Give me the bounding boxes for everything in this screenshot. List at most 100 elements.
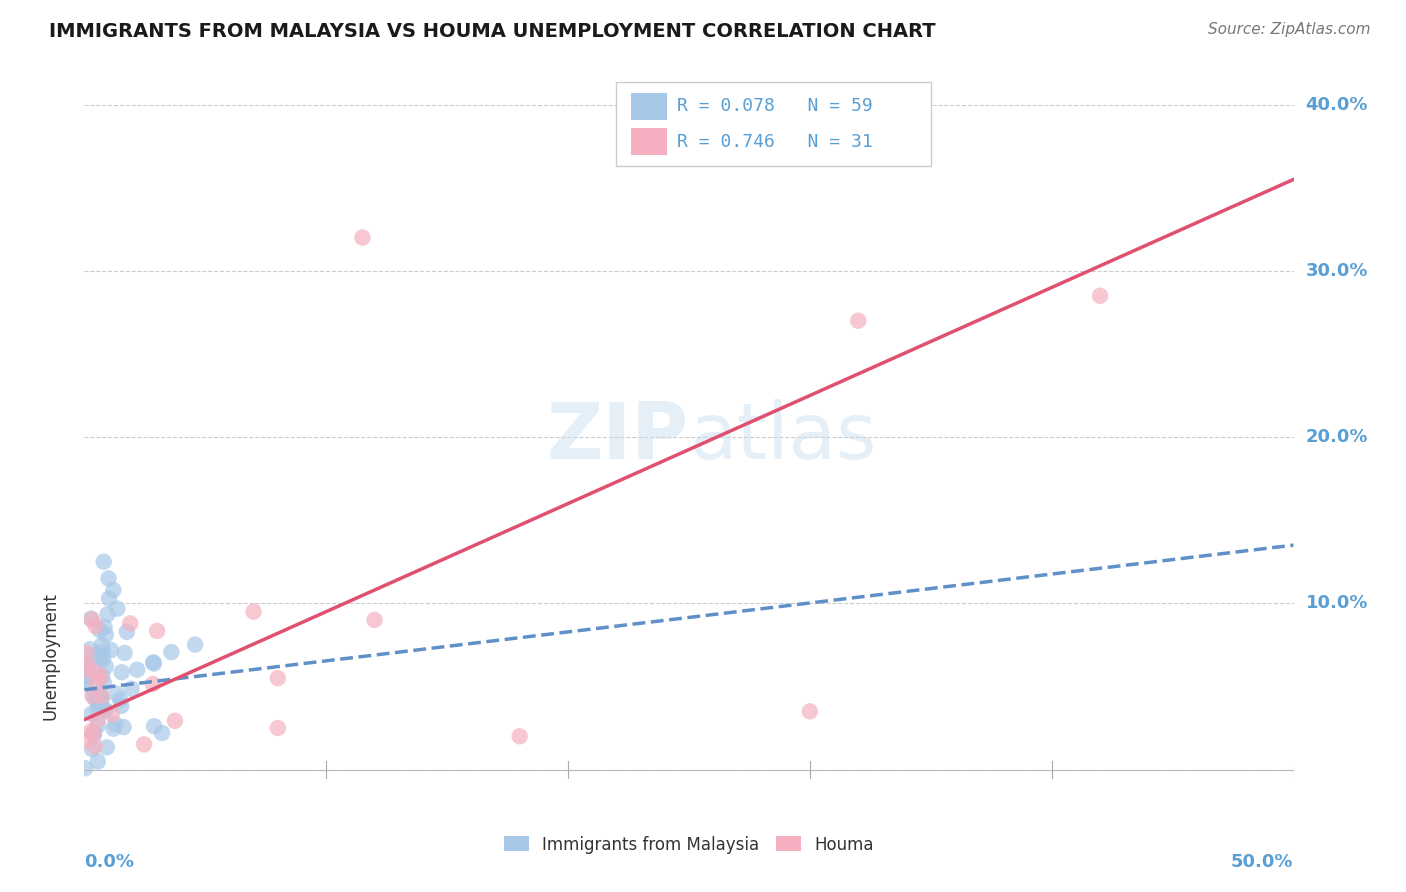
- Text: IMMIGRANTS FROM MALAYSIA VS HOUMA UNEMPLOYMENT CORRELATION CHART: IMMIGRANTS FROM MALAYSIA VS HOUMA UNEMPL…: [49, 22, 936, 41]
- Point: [79, 642, 101, 657]
- Point: [160, 645, 183, 659]
- Text: ZIP: ZIP: [547, 399, 689, 475]
- Point: [97, 571, 120, 585]
- Point: [799, 705, 821, 719]
- Point: [100, 643, 122, 657]
- Point: [84, 692, 107, 706]
- Point: [75, 663, 97, 677]
- FancyBboxPatch shape: [616, 82, 931, 167]
- Point: [87, 718, 110, 732]
- Point: [104, 717, 127, 731]
- Bar: [631, 128, 668, 155]
- Point: [100, 706, 122, 721]
- Point: [184, 638, 207, 652]
- Point: [87, 755, 110, 769]
- Point: [80, 611, 103, 625]
- Point: [76, 670, 98, 684]
- Point: [82, 726, 104, 740]
- Point: [80, 613, 103, 627]
- Point: [89, 651, 111, 665]
- Text: 40.0%: 40.0%: [1306, 95, 1368, 113]
- Point: [115, 624, 138, 639]
- Point: [83, 739, 105, 753]
- Point: [1088, 289, 1111, 303]
- Point: [110, 698, 132, 713]
- Point: [93, 676, 115, 690]
- Point: [89, 685, 111, 699]
- Point: [90, 689, 112, 703]
- Point: [91, 645, 114, 659]
- Point: [363, 613, 385, 627]
- Text: Source: ZipAtlas.com: Source: ZipAtlas.com: [1208, 22, 1371, 37]
- Text: 30.0%: 30.0%: [1306, 262, 1368, 280]
- Text: 50.0%: 50.0%: [1232, 853, 1294, 871]
- Point: [90, 692, 112, 706]
- Point: [89, 623, 111, 637]
- Point: [82, 688, 104, 702]
- Point: [87, 702, 110, 716]
- Point: [132, 738, 155, 752]
- Point: [84, 619, 107, 633]
- Point: [76, 675, 98, 690]
- Point: [143, 657, 166, 671]
- Point: [75, 673, 97, 687]
- Point: [86, 713, 108, 727]
- Point: [93, 620, 115, 634]
- Point: [80, 724, 103, 739]
- Point: [86, 648, 108, 662]
- Point: [90, 638, 112, 652]
- Point: [94, 659, 117, 673]
- Point: [103, 722, 125, 736]
- Point: [163, 714, 186, 728]
- Point: [89, 690, 111, 705]
- Point: [93, 555, 115, 569]
- Point: [111, 665, 134, 680]
- Point: [146, 624, 169, 638]
- Text: R = 0.078   N = 59: R = 0.078 N = 59: [676, 97, 873, 115]
- Point: [83, 725, 105, 739]
- Text: Unemployment: Unemployment: [42, 592, 59, 721]
- Point: [96, 740, 118, 755]
- Point: [91, 652, 114, 666]
- Text: atlas: atlas: [689, 399, 876, 475]
- Point: [121, 681, 143, 696]
- Point: [242, 605, 264, 619]
- Point: [80, 706, 103, 721]
- Point: [120, 616, 142, 631]
- Point: [75, 761, 97, 775]
- Point: [77, 660, 100, 674]
- Point: [86, 694, 108, 708]
- Point: [509, 729, 531, 743]
- Point: [267, 671, 290, 685]
- Point: [83, 729, 105, 743]
- Text: 10.0%: 10.0%: [1306, 594, 1368, 612]
- Point: [142, 677, 165, 691]
- Point: [114, 646, 136, 660]
- Text: R = 0.746   N = 31: R = 0.746 N = 31: [676, 133, 873, 151]
- Point: [846, 314, 869, 328]
- Point: [73, 655, 96, 669]
- Point: [82, 689, 104, 703]
- Point: [267, 721, 290, 735]
- Point: [105, 601, 128, 615]
- Point: [143, 719, 166, 733]
- Point: [91, 668, 114, 682]
- Legend: Immigrants from Malaysia, Houma: Immigrants from Malaysia, Houma: [498, 829, 880, 860]
- Point: [77, 658, 100, 673]
- Point: [142, 656, 165, 670]
- Point: [84, 674, 107, 689]
- Point: [75, 733, 97, 747]
- Text: 20.0%: 20.0%: [1306, 428, 1368, 446]
- Point: [105, 687, 128, 701]
- Point: [127, 663, 149, 677]
- Point: [103, 582, 125, 597]
- Point: [94, 703, 117, 717]
- Point: [352, 230, 374, 244]
- Point: [86, 666, 108, 681]
- Point: [98, 591, 121, 606]
- Point: [75, 646, 97, 660]
- Point: [94, 628, 117, 642]
- Text: 0.0%: 0.0%: [84, 853, 135, 871]
- Bar: [631, 93, 668, 120]
- Point: [96, 607, 118, 622]
